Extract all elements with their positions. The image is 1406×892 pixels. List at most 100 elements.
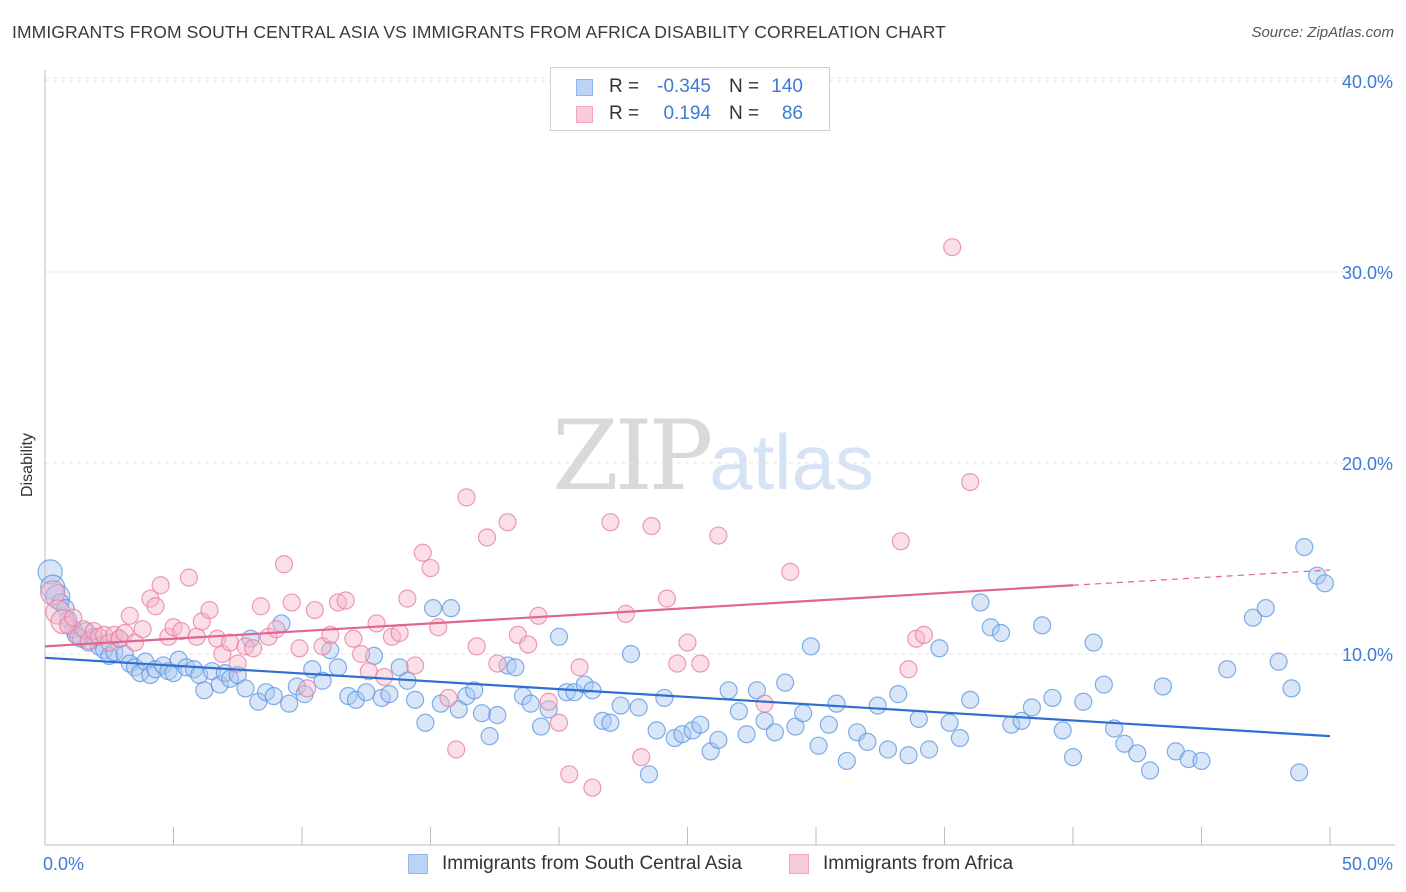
point-south-central-asia	[480, 727, 499, 746]
point-south-central-asia	[549, 627, 569, 646]
legend-r-value: -0.345	[657, 76, 711, 97]
point-africa	[267, 620, 286, 639]
point-africa	[375, 667, 394, 687]
point-south-central-asia	[794, 704, 813, 723]
point-south-central-asia	[1128, 744, 1147, 763]
point-south-central-asia	[1243, 608, 1263, 627]
series-africa	[40, 238, 980, 797]
legend-n-value: 86	[781, 103, 803, 124]
point-africa	[467, 637, 486, 656]
point-south-central-asia	[184, 660, 204, 679]
point-africa	[200, 600, 219, 620]
point-south-central-asia	[1022, 698, 1041, 717]
point-africa	[282, 593, 301, 612]
point-south-central-asia	[611, 696, 630, 715]
point-south-central-asia	[729, 702, 749, 721]
point-africa	[344, 629, 363, 648]
point-south-central-asia	[1033, 616, 1052, 635]
point-south-central-asia	[961, 690, 980, 709]
point-africa	[367, 614, 386, 633]
point-south-central-asia	[691, 715, 710, 734]
point-africa	[668, 654, 687, 673]
legend-row-south-central-asia: R = -0.345 N = 140	[551, 74, 829, 100]
point-south-central-asia	[868, 696, 887, 715]
point-south-central-asia	[819, 715, 838, 734]
point-south-central-asia	[380, 685, 399, 704]
point-south-central-asia	[416, 713, 435, 732]
point-south-central-asia	[195, 681, 214, 700]
point-south-central-asia	[919, 740, 939, 759]
bottom-legend-africa: Immigrants from Africa	[789, 852, 1049, 878]
legend-swatch-blue	[576, 79, 593, 96]
point-south-central-asia	[786, 717, 805, 736]
point-south-central-asia	[465, 681, 484, 700]
point-africa	[251, 597, 270, 616]
point-africa	[352, 644, 371, 664]
point-south-central-asia	[488, 706, 507, 725]
y-tick-label: 40.0%	[1342, 72, 1393, 92]
point-africa	[439, 688, 458, 708]
point-south-central-asia	[1063, 748, 1083, 767]
point-south-central-asia	[601, 713, 620, 732]
point-south-central-asia	[557, 683, 576, 702]
point-south-central-asia	[472, 704, 491, 723]
point-africa	[601, 513, 620, 532]
point-south-central-asia	[264, 686, 283, 706]
point-africa	[398, 589, 417, 608]
point-south-central-asia	[899, 746, 918, 765]
point-africa	[519, 635, 538, 654]
point-south-central-asia	[1308, 566, 1327, 585]
point-south-central-asia	[1094, 675, 1113, 694]
point-south-central-asia	[136, 652, 155, 671]
point-south-central-asia	[991, 623, 1011, 643]
point-africa	[421, 558, 440, 578]
bottom-legend-label: Immigrants from South Central Asia	[442, 853, 742, 874]
point-africa	[84, 621, 103, 641]
point-south-central-asia	[1290, 763, 1309, 782]
point-south-central-asia	[629, 698, 648, 717]
point-africa	[583, 778, 602, 797]
y-tick-label: 10.0%	[1342, 645, 1393, 665]
point-south-central-asia	[940, 713, 959, 732]
point-africa	[616, 604, 635, 623]
point-south-central-asia	[423, 599, 443, 618]
point-africa	[657, 589, 677, 608]
point-south-central-asia	[709, 730, 728, 750]
point-africa	[413, 543, 432, 562]
point-africa	[678, 633, 697, 652]
legend-n-label: N =	[729, 103, 760, 124]
point-south-central-asia	[539, 700, 558, 719]
bottom-legend-swatch-pink	[789, 854, 809, 874]
point-south-central-asia	[878, 740, 898, 759]
point-south-central-asia	[655, 688, 674, 708]
point-south-central-asia	[621, 644, 641, 664]
point-south-central-asia	[1115, 734, 1134, 753]
point-south-central-asia	[909, 709, 928, 729]
point-africa	[781, 562, 800, 581]
point-africa	[539, 692, 558, 711]
point-africa	[632, 748, 651, 767]
point-south-central-asia	[930, 639, 949, 658]
point-south-central-asia	[506, 658, 525, 677]
point-south-central-asia	[1256, 599, 1275, 618]
point-africa	[146, 597, 165, 616]
point-africa	[336, 591, 355, 610]
point-south-central-asia	[1282, 679, 1301, 698]
trendline-africa	[44, 584, 1074, 648]
bottom-legend-south-central-asia: Immigrants from South Central Asia	[408, 852, 768, 878]
point-south-central-asia	[1315, 574, 1334, 593]
legend-r-label: R =	[609, 76, 640, 97]
point-south-central-asia	[747, 681, 766, 700]
point-africa	[220, 633, 240, 652]
point-south-central-asia	[889, 685, 908, 704]
trendline-south-central-asia	[44, 656, 1331, 738]
point-south-central-asia	[737, 725, 756, 744]
point-south-central-asia	[236, 679, 255, 698]
point-africa	[709, 526, 728, 545]
point-south-central-asia	[346, 690, 366, 709]
point-south-central-asia	[280, 694, 299, 713]
point-south-central-asia	[441, 599, 461, 618]
legend-r-value: 0.194	[663, 103, 711, 124]
point-south-central-asia	[981, 618, 1000, 637]
point-africa	[899, 660, 918, 679]
